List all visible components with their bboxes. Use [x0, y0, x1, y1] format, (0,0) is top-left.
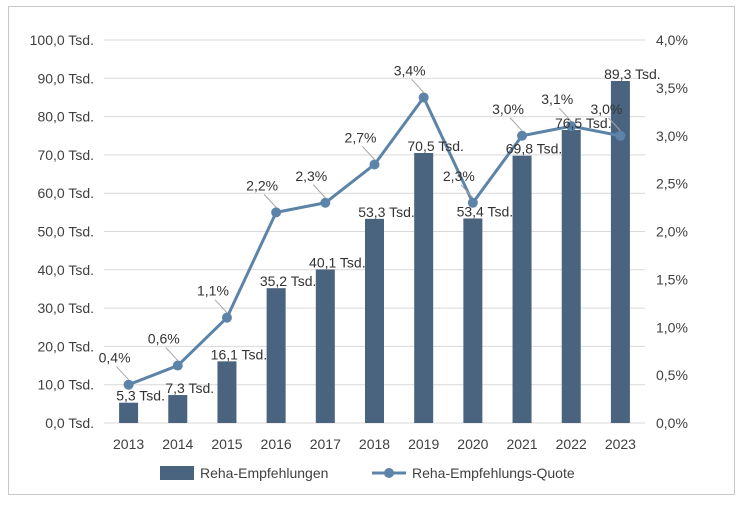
bar-data-label: 35,2 Tsd. — [260, 273, 317, 289]
legend-swatch-marker — [384, 468, 394, 478]
line-data-label: 2,2% — [246, 177, 278, 193]
bar-data-label: 69,8 Tsd. — [506, 141, 563, 157]
bar-reha-empfehlungen — [512, 155, 532, 423]
line-data-label: 3,0% — [492, 101, 524, 117]
y-left-tick-label: 50,0 Tsd. — [37, 224, 94, 240]
y-left-tick-label: 70,0 Tsd. — [37, 147, 94, 163]
bar-data-label: 76,5 Tsd. — [555, 115, 612, 131]
leader-line — [460, 184, 474, 199]
bar-reha-empfehlungen — [463, 218, 483, 423]
line-point-marker — [517, 130, 528, 141]
y-left-tick-label: 20,0 Tsd. — [37, 338, 94, 354]
bar-reha-empfehlungen — [414, 152, 434, 424]
line-point-marker — [123, 379, 134, 390]
bar-data-label: 53,3 Tsd. — [358, 204, 415, 220]
bar-data-label: 70,5 Tsd. — [407, 138, 464, 154]
x-tick-label: 2021 — [506, 436, 537, 452]
x-tick-label: 2019 — [408, 436, 439, 452]
line-data-label: 2,3% — [443, 168, 475, 184]
bar-reha-empfehlungen — [217, 361, 237, 423]
y-right-tick-label: 2,5% — [656, 176, 688, 192]
legend-label-bar: Reha-Empfehlungen — [200, 465, 328, 481]
leader-line — [263, 194, 277, 208]
y-left-tick-label: 10,0 Tsd. — [37, 377, 94, 393]
leader-line — [411, 79, 425, 93]
bar-reha-empfehlungen — [365, 218, 384, 423]
line-data-label: 2,3% — [295, 168, 327, 184]
y-left-tick-label: 60,0 Tsd. — [37, 185, 94, 201]
bar-data-label: 7,3 Tsd. — [165, 380, 214, 396]
line-data-label: 3,1% — [541, 91, 573, 107]
y-left-tick-label: 40,0 Tsd. — [37, 262, 94, 278]
legend-label-line: Reha-Empfehlungs-Quote — [412, 465, 575, 481]
line-point-marker — [172, 360, 183, 371]
line-data-label: 2,7% — [345, 129, 377, 145]
line-point-marker — [615, 130, 626, 141]
leader-line — [116, 366, 129, 381]
x-tick-label: 2015 — [211, 436, 242, 452]
line-point-marker — [369, 159, 380, 170]
bar-reha-empfehlungen — [315, 269, 335, 423]
line-point-marker — [221, 312, 232, 323]
y-right-tick-label: 1,5% — [656, 271, 688, 287]
bar-data-label: 53,4 Tsd. — [457, 203, 514, 219]
leader-line — [558, 107, 572, 122]
leader-line — [165, 347, 179, 361]
y-left-tick-label: 100,0 Tsd. — [30, 32, 94, 48]
y-right-tick-label: 4,0% — [656, 32, 688, 48]
bar-data-label: 5,3 Tsd. — [116, 388, 165, 404]
y-left-tick-label: 90,0 Tsd. — [37, 70, 94, 86]
line-point-marker — [566, 121, 577, 132]
x-tick-label: 2020 — [457, 436, 488, 452]
line-data-label: 0,4% — [99, 350, 131, 366]
leader-line — [362, 146, 375, 160]
x-tick-label: 2016 — [261, 436, 292, 452]
line-point-marker — [271, 207, 282, 218]
line-point-marker — [418, 92, 429, 103]
line-point-marker — [467, 197, 478, 208]
bar-reha-empfehlungen — [266, 288, 286, 423]
y-right-tick-label: 1,0% — [656, 319, 688, 335]
line-point-marker — [320, 197, 331, 208]
bar-data-label: 89,3 Tsd. — [604, 66, 661, 82]
bar-data-label: 40,1 Tsd. — [309, 254, 366, 270]
leader-line — [312, 184, 326, 199]
y-right-tick-label: 2,0% — [656, 224, 688, 240]
x-tick-label: 2013 — [113, 436, 144, 452]
y-left-tick-label: 0,0 Tsd. — [45, 415, 94, 431]
x-tick-label: 2023 — [605, 436, 636, 452]
y-right-tick-label: 3,5% — [656, 80, 688, 96]
x-tick-label: 2022 — [556, 436, 587, 452]
leader-line — [608, 117, 621, 132]
y-right-tick-label: 0,5% — [656, 367, 688, 383]
line-data-label: 3,0% — [590, 101, 622, 117]
y-right-tick-label: 0,0% — [656, 415, 688, 431]
y-right-tick-label: 3,0% — [656, 128, 688, 144]
line-data-label: 1,1% — [197, 283, 229, 299]
bar-reha-empfehlungen — [119, 402, 139, 423]
line-data-label: 3,4% — [394, 62, 426, 78]
y-left-tick-label: 30,0 Tsd. — [37, 300, 94, 316]
y-left-tick-label: 80,0 Tsd. — [37, 109, 94, 125]
bar-reha-empfehlungen — [561, 130, 581, 423]
x-tick-label: 2018 — [359, 436, 390, 452]
bar-data-label: 16,1 Tsd. — [211, 346, 268, 362]
bar-reha-empfehlungen — [610, 80, 630, 423]
bar-reha-empfehlungen — [168, 395, 188, 423]
leader-line — [509, 117, 523, 132]
x-tick-label: 2017 — [310, 436, 341, 452]
x-tick-label: 2014 — [162, 436, 193, 452]
leader-line — [214, 299, 228, 314]
legend-swatch-bar — [160, 466, 194, 480]
line-data-label: 0,6% — [148, 331, 180, 347]
